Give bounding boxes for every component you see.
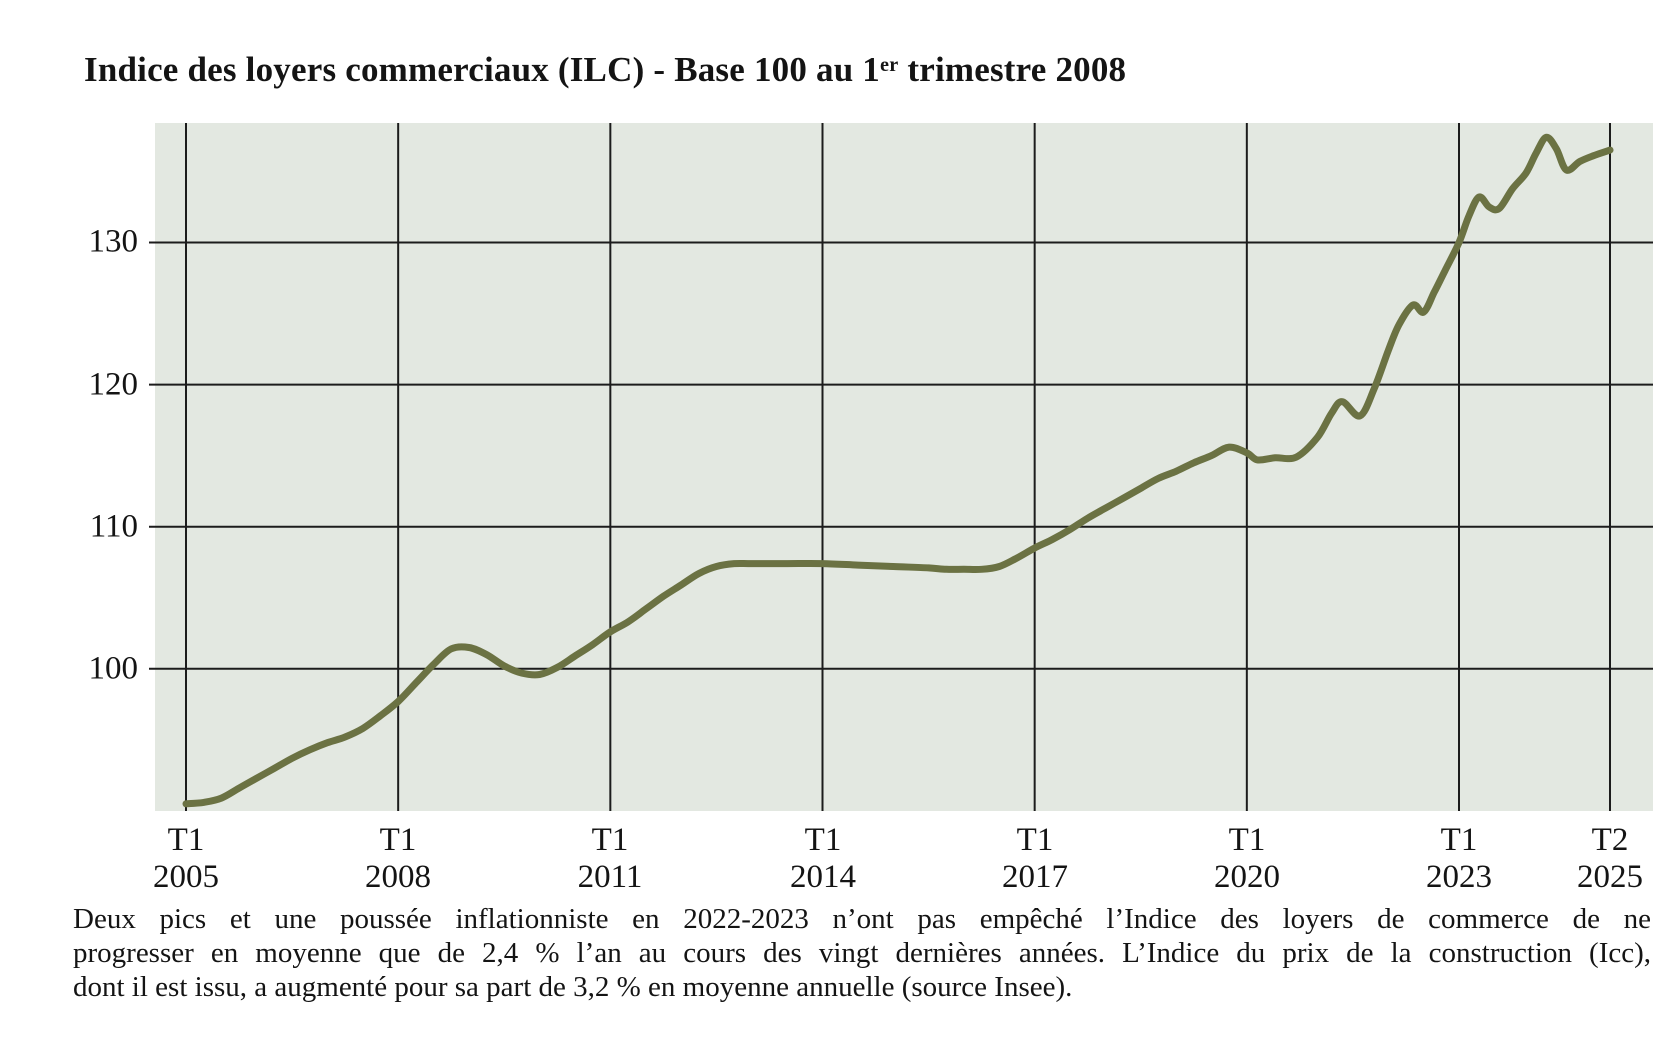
x-axis-label-quarter: T1 <box>167 822 205 858</box>
x-axis-label: T1 2005 <box>153 822 219 896</box>
caption-line: Deux pics et une poussée inflationniste … <box>73 903 1651 935</box>
x-axis-label-quarter: T2 <box>1591 822 1629 858</box>
x-axis-label: T1 2011 <box>578 822 643 896</box>
x-axis-label-year: 2014 <box>790 859 856 895</box>
x-axis-label-quarter: T1 <box>804 822 842 858</box>
x-axis-label-year: 2025 <box>1577 859 1643 895</box>
plot-background <box>155 123 1653 811</box>
x-axis-label: T2 2025 <box>1577 822 1643 896</box>
x-axis-label: T1 2017 <box>1002 822 1068 896</box>
y-axis-label: 110 <box>89 508 138 545</box>
x-axis-label-year: 2023 <box>1426 859 1492 895</box>
ilc-series-line <box>182 133 1614 808</box>
y-axis-label: 120 <box>88 366 139 403</box>
x-axis-label-year: 2017 <box>1002 859 1068 895</box>
x-axis-label-quarter: T1 <box>379 822 417 858</box>
x-axis-label-year: 2011 <box>577 859 643 895</box>
y-axis-label: 130 <box>88 223 139 260</box>
x-axis-label: T1 2014 <box>790 822 856 896</box>
chart-title: Indice des loyers commerciaux (ILC) - Ba… <box>84 50 1126 90</box>
y-axis-label: 100 <box>88 650 139 687</box>
x-axis-label-quarter: T1 <box>1440 822 1478 858</box>
chart-title-text: Indice des loyers commerciaux (ILC) - Ba… <box>84 50 881 89</box>
x-axis-label-year: 2008 <box>365 859 431 895</box>
x-axis-label: T1 2020 <box>1214 822 1280 896</box>
x-axis-label-year: 2020 <box>1214 859 1280 895</box>
caption-line: progresser en moyenne que de 2,4 % l’an … <box>73 937 1651 969</box>
x-axis-label-year: 2005 <box>153 859 219 895</box>
x-axis-label-quarter: T1 <box>591 822 629 858</box>
chart-title-suffix: trimestre 2008 <box>898 50 1127 89</box>
chart-title-superscript: er <box>880 53 899 76</box>
chart-caption: Deux pics et une poussée inflationniste … <box>73 902 1651 1004</box>
x-axis-label: T1 2023 <box>1426 822 1492 896</box>
x-axis-label: T1 2008 <box>365 822 431 896</box>
x-axis-label-quarter: T1 <box>1016 822 1054 858</box>
caption-line: dont il est issu, a augmenté pour sa par… <box>73 971 1073 1003</box>
x-axis-label-quarter: T1 <box>1228 822 1266 858</box>
